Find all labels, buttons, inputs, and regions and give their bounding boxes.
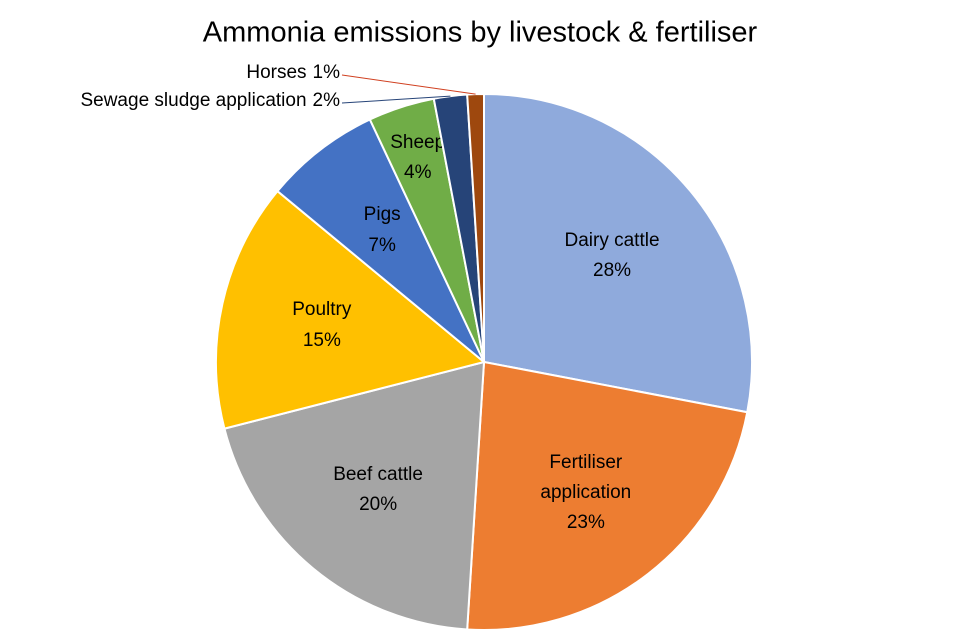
pie-slice — [223, 360, 486, 631]
slice-category: Sewage sludge application — [80, 90, 306, 111]
slice-label: Sheep 4% — [343, 113, 493, 203]
label-box: Pigs 7% — [307, 186, 457, 276]
label-box: Beef cattle 20% — [303, 445, 453, 535]
leader-line — [341, 95, 451, 104]
slice-label: Dairy cattle 28% — [537, 211, 687, 301]
slice-category: Poultry — [292, 299, 352, 321]
slice-value: 2% — [313, 90, 341, 111]
label-box: Poultry 15% — [247, 281, 397, 371]
slice-category: Fertiliser application — [540, 451, 632, 504]
chart-title: Ammonia emissions by livestock & fertili… — [203, 17, 758, 49]
slice-value: 28% — [593, 260, 632, 282]
label-box: Sheep 4% — [343, 113, 493, 203]
slice-value: 7% — [368, 234, 396, 256]
slice-value: 20% — [359, 494, 398, 516]
slice-category: Horses — [246, 62, 306, 83]
slice-label: Pigs 7% — [307, 186, 457, 276]
outside-label: Horses 1% — [246, 62, 340, 83]
slice-category: Dairy cattle — [564, 229, 660, 251]
slice-label: Beef cattle 20% — [303, 445, 453, 535]
slice-category: Pigs — [363, 204, 401, 226]
slice-value: 4% — [404, 162, 432, 184]
slice-category: Sheep — [390, 131, 446, 153]
leader-line — [341, 74, 476, 95]
slice-value: 1% — [313, 62, 341, 83]
label-box: Fertiliser application 23% — [511, 448, 661, 538]
slice-label: Fertiliser application 23% — [511, 448, 661, 538]
pie-slice — [466, 360, 749, 631]
pie-slice — [276, 118, 485, 363]
pie-slice — [483, 92, 753, 414]
pie-slice — [215, 189, 487, 430]
label-box: Dairy cattle 28% — [537, 211, 687, 301]
slice-category: Beef cattle — [333, 463, 423, 485]
slice-value: 15% — [302, 329, 341, 351]
slice-value: 23% — [566, 512, 605, 534]
slice-label: Poultry 15% — [247, 281, 397, 371]
outside-label: Sewage sludge application 2% — [80, 90, 340, 111]
